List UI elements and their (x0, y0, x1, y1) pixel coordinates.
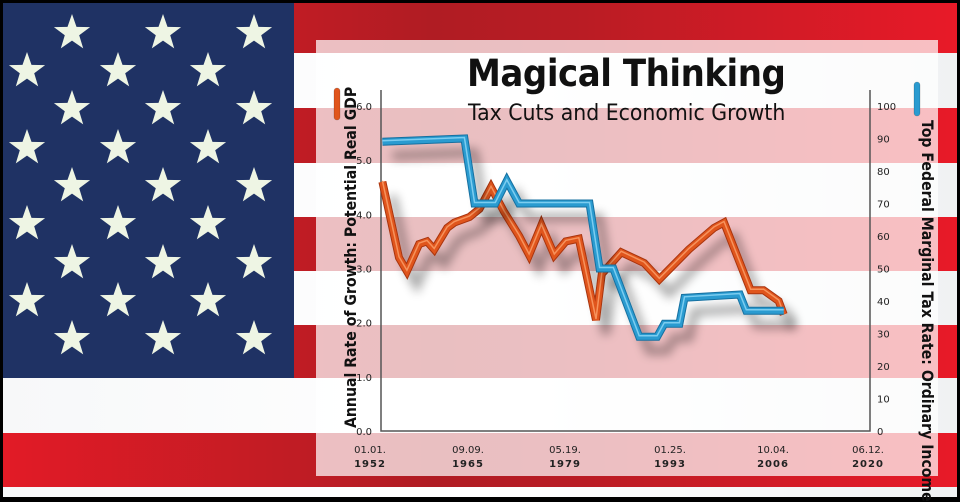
right-tick-label: 10 (877, 395, 890, 406)
star-icons (8, 14, 273, 355)
flag-stripe (3, 487, 957, 497)
gdp-legend-marker (333, 87, 341, 121)
x-tick-year: 1993 (654, 459, 686, 470)
star-icon (99, 52, 137, 87)
star-icon (53, 320, 91, 355)
x-tick-date: 05.19. (549, 445, 581, 456)
star-icon (235, 90, 273, 125)
right-axis-label: Top Federal Marginal Tax Rate: Ordinary … (918, 120, 937, 502)
right-tick-label: 30 (877, 330, 890, 341)
right-tick-label: 70 (877, 200, 890, 211)
star-icon (189, 129, 227, 164)
right-tick-label: 20 (877, 362, 890, 373)
right-tick-label: 80 (877, 167, 890, 178)
chart-lines (378, 134, 788, 341)
star-icon (144, 14, 182, 49)
star-icon (53, 167, 91, 202)
x-tick-year: 1952 (354, 459, 386, 470)
star-icon (8, 205, 46, 240)
right-tick-label: 60 (877, 232, 890, 243)
right-tick-label: 100 (877, 102, 896, 113)
right-tick-label: 40 (877, 297, 890, 308)
star-icon (235, 244, 273, 279)
chart-subtitle: Tax Cuts and Economic Growth (468, 101, 786, 126)
star-icon (8, 52, 46, 87)
x-tick-year: 2006 (757, 459, 789, 470)
star-icon (53, 244, 91, 279)
star-icon (189, 282, 227, 317)
star-icon (8, 282, 46, 317)
right-tick-label: 50 (877, 265, 890, 276)
star-icon (189, 52, 227, 87)
star-icon (235, 320, 273, 355)
left-tick-label: 1.0 (356, 373, 372, 384)
x-tick-year: 2020 (852, 459, 884, 470)
x-tick-year: 1979 (549, 459, 581, 470)
star-icon (99, 282, 137, 317)
star-icon (235, 14, 273, 49)
left-tick-label: 4.0 (356, 210, 372, 221)
tick-labels: 0.0 1.0 2.0 3.0 4.0 5.0 6.0 0 10 20 30 40 50 60 70 80 90… (354, 102, 896, 470)
left-tick-label: 3.0 (356, 265, 372, 276)
x-tick-date: 01.01. (354, 445, 386, 456)
x-tick-date: 06.12. (852, 445, 884, 456)
star-icon (53, 90, 91, 125)
star-icon (144, 320, 182, 355)
chart-title: Magical Thinking (467, 52, 786, 95)
x-tick-year: 1965 (452, 459, 484, 470)
star-icon (99, 129, 137, 164)
tax-rate-line (382, 134, 784, 341)
star-icon (99, 205, 137, 240)
star-icon (144, 167, 182, 202)
x-tick-date: 09.09. (452, 445, 484, 456)
x-tick-date: 01.25. (654, 445, 686, 456)
x-tick-date: 10.04. (757, 445, 789, 456)
left-tick-label: 6.0 (356, 102, 372, 113)
gdp-growth-line (378, 178, 788, 321)
left-tick-label: 2.0 (356, 319, 372, 330)
star-icon (189, 205, 227, 240)
axis-lines (380, 90, 871, 432)
left-axis-label: Annual Rate of Growth: Potential Real GD… (341, 86, 360, 429)
left-tick-label: 0.0 (356, 427, 372, 438)
star-icon (144, 244, 182, 279)
star-icon (144, 90, 182, 125)
star-icon (53, 14, 91, 49)
left-tick-label: 5.0 (356, 156, 372, 167)
tax-legend-marker (913, 81, 921, 117)
chart-axes (333, 81, 921, 432)
right-tick-label: 0 (877, 427, 883, 438)
flag-canton (3, 3, 294, 378)
star-icon (235, 167, 273, 202)
star-icon (8, 129, 46, 164)
right-tick-label: 90 (877, 135, 890, 146)
